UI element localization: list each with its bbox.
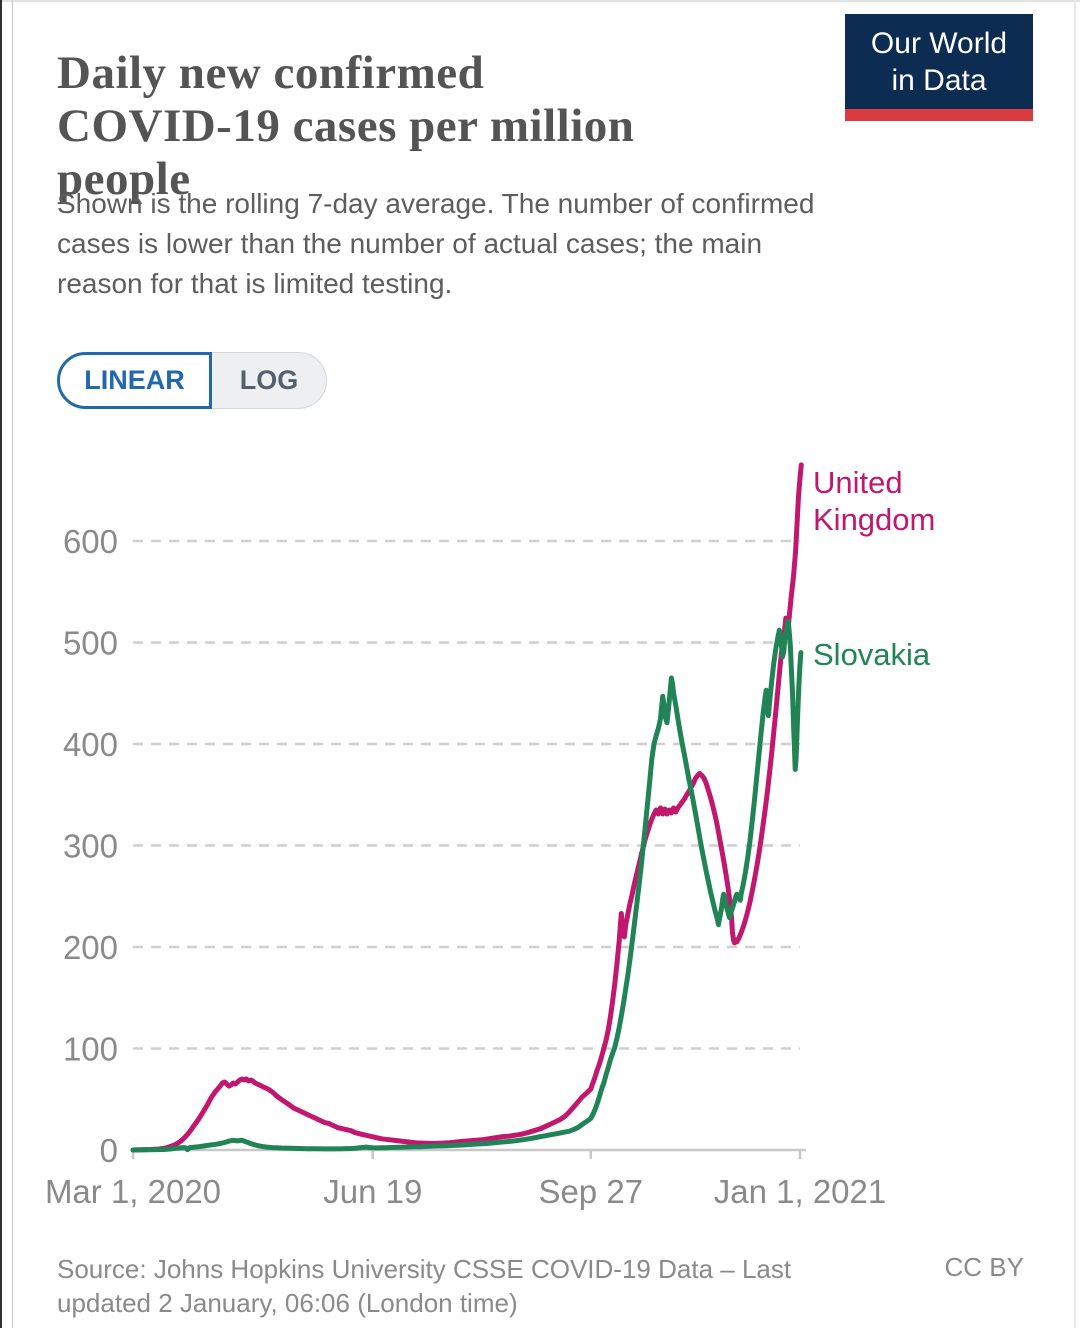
y-tick-label-500: 500: [63, 625, 118, 662]
chart-subtitle-line1: Shown is the rolling 7-day average. The …: [57, 188, 815, 219]
linear-toggle-label: LINEAR: [84, 365, 185, 395]
owid-logo-text: Our World in Data: [845, 14, 1033, 99]
source-line2: updated 2 January, 06:06 (London time): [57, 1288, 518, 1318]
log-toggle-label: LOG: [239, 365, 299, 395]
chart-title-line1: Daily new confirmed: [57, 47, 485, 100]
x-tick-label: Mar 1, 2020: [45, 1173, 221, 1210]
y-tick-label-100: 100: [63, 1031, 118, 1068]
legend-slovakia: Slovakia: [813, 637, 931, 672]
scale-toggle: LINEAR LOG: [57, 352, 327, 409]
chart-title-line3: people: [57, 153, 191, 206]
y-tick-label-300: 300: [63, 828, 118, 865]
license-link[interactable]: CC BY: [944, 1252, 1024, 1282]
y-tick-label-600: 600: [63, 523, 118, 560]
y-tick-label-0: 0: [100, 1132, 118, 1169]
chart-subtitle: Shown is the rolling 7-day average. The …: [57, 184, 957, 304]
owid-logo[interactable]: Our World in Data: [845, 14, 1033, 121]
owid-logo-line1: Our World: [870, 27, 1008, 60]
x-tick-label: Jun 19: [323, 1173, 422, 1210]
x-tick-label: Sep 27: [538, 1173, 643, 1210]
y-tick-label-200: 200: [63, 929, 118, 966]
line-slovakia[interactable]: [130, 618, 804, 1153]
x-tick-label: Jan 1, 2021: [714, 1173, 886, 1210]
chart-title-line2: COVID-19 cases per million: [57, 100, 635, 153]
chart-subtitle-line2: cases is lower than the number of actual…: [57, 228, 763, 259]
owid-logo-red-bar: [845, 109, 1033, 121]
chart-subtitle-line3: reason for that is limited testing.: [57, 268, 453, 299]
line-united-kingdom[interactable]: [130, 462, 804, 1153]
log-toggle-button[interactable]: LOG: [212, 352, 327, 409]
source-note: Source: Johns Hopkins University CSSE CO…: [57, 1252, 867, 1320]
source-line1: Source: Johns Hopkins University CSSE CO…: [57, 1254, 792, 1284]
linear-toggle-button[interactable]: LINEAR: [57, 352, 212, 409]
chart-title: Daily new confirmed COVID-19 cases per m…: [57, 47, 757, 206]
y-tick-label-400: 400: [63, 726, 118, 763]
legend-united-kingdom: United Kingdom: [813, 465, 936, 537]
owid-logo-line2: in Data: [891, 64, 987, 97]
